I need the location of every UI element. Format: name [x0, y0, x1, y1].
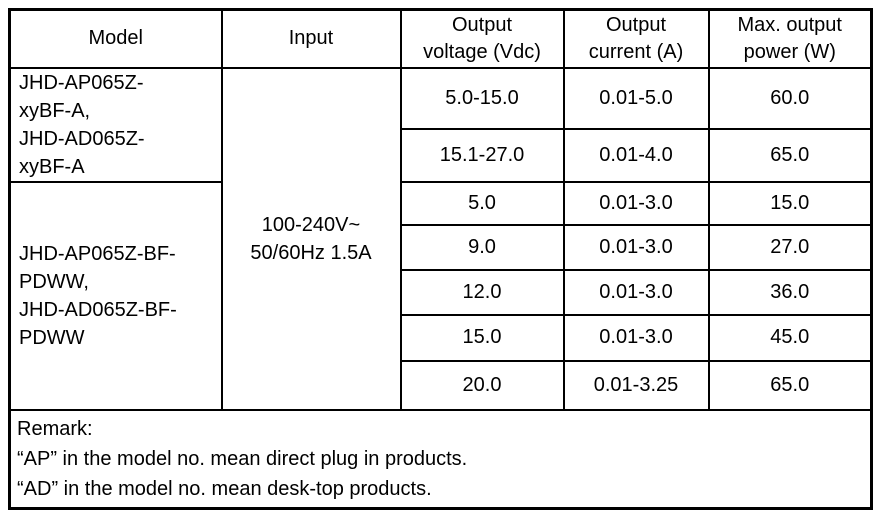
header-row: Model Input Output voltage (Vdc) Output …	[8, 8, 873, 69]
header-input: Input	[220, 8, 402, 69]
model-group-1: JHD-AP065Z- xyBF-A, JHD-AD065Z- xyBF-A	[8, 66, 223, 183]
power-value: 45.0	[707, 313, 873, 362]
remark-cell: Remark: “AP” in the model no. mean direc…	[8, 408, 873, 509]
voltage-value: 9.0	[399, 223, 565, 271]
header-output-voltage: Output voltage (Vdc)	[399, 8, 565, 69]
voltage-value: 20.0	[399, 359, 565, 411]
power-value: 15.0	[707, 180, 873, 226]
voltage-value: 15.0	[399, 313, 565, 362]
current-value: 0.01-3.0	[562, 268, 710, 316]
current-value: 0.01-3.0	[562, 180, 710, 226]
power-value: 27.0	[707, 223, 873, 271]
current-value: 0.01-3.0	[562, 313, 710, 362]
current-value: 0.01-4.0	[562, 127, 710, 183]
table-row: 9.0 0.01-3.0 27.0	[10, 223, 873, 271]
remark-row: Remark: “AP” in the model no. mean direc…	[8, 408, 873, 509]
current-value: 0.01-5.0	[562, 66, 710, 130]
table-row: 15.1-27.0 0.01-4.0 65.0	[10, 127, 873, 183]
voltage-value: 15.1-27.0	[399, 127, 565, 183]
voltage-value: 12.0	[399, 268, 565, 316]
current-value: 0.01-3.25	[562, 359, 710, 411]
remark-line-ap: “AP” in the model no. mean direct plug i…	[17, 447, 468, 470]
table-row: JHD-AP065Z- xyBF-A, JHD-AD065Z- xyBF-A 1…	[8, 66, 873, 411]
table-row: 15.0 0.01-3.0 45.0	[10, 313, 873, 362]
power-value: 36.0	[707, 268, 873, 316]
voltage-value: 5.0-15.0	[399, 66, 565, 130]
power-value: 60.0	[707, 66, 873, 130]
power-spec-table: Model Input Output voltage (Vdc) Output …	[8, 8, 873, 510]
remark-line-ad: “AD” in the model no. mean desk-top prod…	[17, 477, 432, 500]
model-group-2: JHD-AP065Z-BF- PDWW, JHD-AD065Z-BF- PDWW	[8, 180, 223, 411]
input-rating: 100-240V~ 50/60Hz 1.5A	[220, 66, 402, 411]
table-row: 12.0 0.01-3.0 36.0	[10, 268, 873, 316]
voltage-value: 5.0	[399, 180, 565, 226]
power-value: 65.0	[707, 359, 873, 411]
table-row: 20.0 0.01-3.25 65.0	[10, 359, 873, 411]
current-value: 0.01-3.0	[562, 223, 710, 271]
header-output-current: Output current (A)	[562, 8, 710, 69]
header-max-output-power: Max. output power (W)	[707, 8, 873, 69]
header-model: Model	[8, 8, 223, 69]
table-row: JHD-AP065Z-BF- PDWW, JHD-AD065Z-BF- PDWW…	[8, 180, 873, 411]
power-value: 65.0	[707, 127, 873, 183]
remark-title: Remark:	[17, 417, 93, 440]
